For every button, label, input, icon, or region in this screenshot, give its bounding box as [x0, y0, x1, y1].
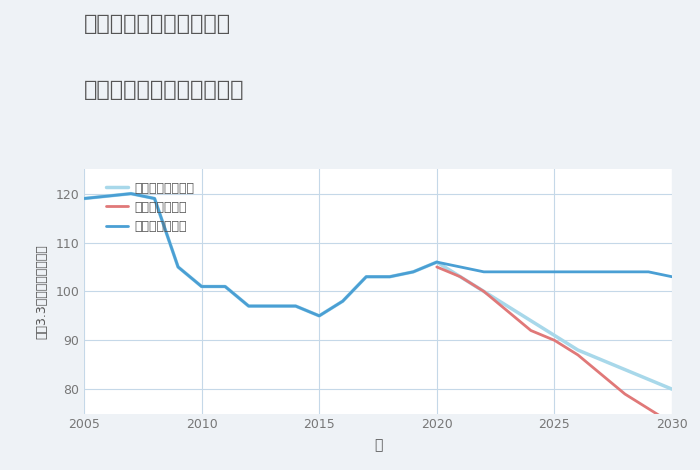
バッドシナリオ — [668, 421, 676, 426]
グッドシナリオ — [644, 269, 652, 274]
バッドシナリオ — [526, 328, 535, 333]
ノーマルシナリオ — [574, 347, 582, 353]
Text: 中古マンションの価格推移: 中古マンションの価格推移 — [84, 80, 244, 100]
グッドシナリオ — [526, 269, 535, 274]
グッドシナリオ — [174, 264, 182, 270]
バッドシナリオ — [480, 289, 488, 294]
グッドシナリオ — [244, 303, 253, 309]
ノーマルシナリオ — [480, 289, 488, 294]
バッドシナリオ — [503, 308, 512, 314]
グッドシナリオ — [221, 284, 230, 290]
グッドシナリオ — [339, 298, 347, 304]
バッドシナリオ — [644, 406, 652, 412]
ノーマルシナリオ — [244, 303, 253, 309]
グッドシナリオ — [386, 274, 394, 280]
ノーマルシナリオ — [456, 274, 465, 280]
ノーマルシナリオ — [197, 284, 206, 290]
バッドシナリオ — [621, 391, 629, 397]
ノーマルシナリオ — [150, 196, 159, 201]
バッドシナリオ — [433, 264, 441, 270]
ノーマルシナリオ — [221, 284, 230, 290]
グッドシナリオ — [291, 303, 300, 309]
グッドシナリオ — [127, 191, 135, 196]
バッドシナリオ — [456, 274, 465, 280]
ノーマルシナリオ — [621, 367, 629, 372]
ノーマルシナリオ — [127, 191, 135, 196]
ノーマルシナリオ — [597, 357, 606, 363]
Line: グッドシナリオ: グッドシナリオ — [84, 194, 672, 316]
グッドシナリオ — [362, 274, 370, 280]
Legend: ノーマルシナリオ, バッドシナリオ, グッドシナリオ: ノーマルシナリオ, バッドシナリオ, グッドシナリオ — [102, 178, 198, 237]
グッドシナリオ — [150, 196, 159, 201]
グッドシナリオ — [315, 313, 323, 319]
ノーマルシナリオ — [526, 318, 535, 323]
Y-axis label: 平（3.3㎡）単価（万円）: 平（3.3㎡）単価（万円） — [35, 244, 48, 339]
グッドシナリオ — [409, 269, 417, 274]
グッドシナリオ — [433, 259, 441, 265]
ノーマルシナリオ — [80, 196, 88, 201]
Line: ノーマルシナリオ: ノーマルシナリオ — [84, 194, 672, 389]
バッドシナリオ — [550, 337, 559, 343]
グッドシナリオ — [480, 269, 488, 274]
Line: バッドシナリオ: バッドシナリオ — [437, 267, 672, 423]
ノーマルシナリオ — [386, 274, 394, 280]
グッドシナリオ — [597, 269, 606, 274]
Text: 奈良県橿原市東坊城町の: 奈良県橿原市東坊城町の — [84, 14, 231, 34]
ノーマルシナリオ — [268, 303, 277, 309]
ノーマルシナリオ — [174, 264, 182, 270]
ノーマルシナリオ — [409, 269, 417, 274]
ノーマルシナリオ — [550, 333, 559, 338]
ノーマルシナリオ — [503, 303, 512, 309]
グッドシナリオ — [456, 264, 465, 270]
グッドシナリオ — [621, 269, 629, 274]
X-axis label: 年: 年 — [374, 439, 382, 453]
グッドシナリオ — [574, 269, 582, 274]
グッドシナリオ — [197, 284, 206, 290]
ノーマルシナリオ — [339, 298, 347, 304]
グッドシナリオ — [503, 269, 512, 274]
ノーマルシナリオ — [433, 259, 441, 265]
バッドシナリオ — [574, 352, 582, 358]
グッドシナリオ — [268, 303, 277, 309]
ノーマルシナリオ — [668, 386, 676, 392]
ノーマルシナリオ — [291, 303, 300, 309]
ノーマルシナリオ — [644, 376, 652, 382]
グッドシナリオ — [668, 274, 676, 280]
グッドシナリオ — [80, 196, 88, 201]
グッドシナリオ — [550, 269, 559, 274]
ノーマルシナリオ — [315, 313, 323, 319]
バッドシナリオ — [597, 372, 606, 377]
ノーマルシナリオ — [362, 274, 370, 280]
